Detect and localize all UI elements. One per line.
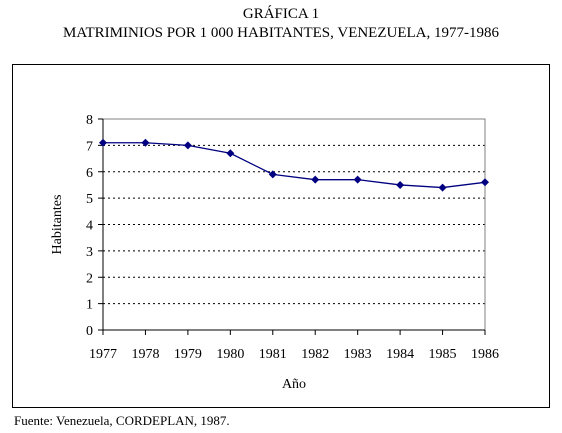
y-tick-label: 5 (86, 192, 93, 207)
series-line (103, 142, 486, 189)
x-tick-label: 1983 (344, 347, 372, 362)
x-tick-label: 1982 (301, 347, 329, 362)
chart-title: GRÁFICA 1 (242, 6, 320, 22)
x-axis-label: Año (282, 377, 306, 392)
data-point (99, 138, 107, 147)
source-note: Fuente: Venezuela, CORDEPLAN, 1987. (14, 413, 230, 428)
x-tick-label: 1986 (471, 347, 499, 362)
y-tick-label: 2 (86, 271, 93, 286)
x-tick-label: 1977 (89, 347, 117, 362)
y-tick-label: 8 (86, 113, 93, 128)
data-point (438, 183, 447, 192)
data-point (481, 178, 489, 187)
axes (98, 118, 486, 335)
data-point (353, 175, 362, 184)
y-tick-label: 1 (86, 298, 93, 313)
chart-subtitle: MATRIMINIOS POR 1 000 HABITANTES, VENEZU… (62, 25, 499, 41)
gridlines (103, 144, 485, 305)
data-point (268, 170, 277, 179)
x-tick-label: 1978 (131, 347, 159, 362)
chart-frame (12, 64, 550, 408)
y-tick-label: 4 (86, 219, 93, 234)
y-tick-label: 6 (86, 166, 93, 181)
y-tick-label: 3 (86, 245, 93, 260)
x-tick-label: 1985 (429, 347, 457, 362)
x-tick-labels: 1977 1978 1979 1980 1981 1982 1983 1984 1985 1986 (89, 347, 499, 362)
y-tick-label: 0 (86, 324, 93, 339)
x-tick-label: 1980 (216, 347, 244, 362)
y-tick-labels: 0 1 2 3 4 5 6 7 8 (86, 113, 93, 339)
x-tick-label: 1984 (386, 347, 414, 362)
data-point (141, 138, 150, 147)
data-point (183, 141, 192, 150)
data-point (226, 149, 235, 158)
x-tick-label: 1981 (259, 347, 287, 362)
data-point (396, 180, 405, 189)
x-tick-label: 1979 (174, 347, 202, 362)
y-tick-label: 7 (86, 139, 93, 154)
data-point (311, 175, 320, 184)
y-axis-label: Habitantes (50, 195, 65, 255)
series-group (99, 138, 489, 192)
